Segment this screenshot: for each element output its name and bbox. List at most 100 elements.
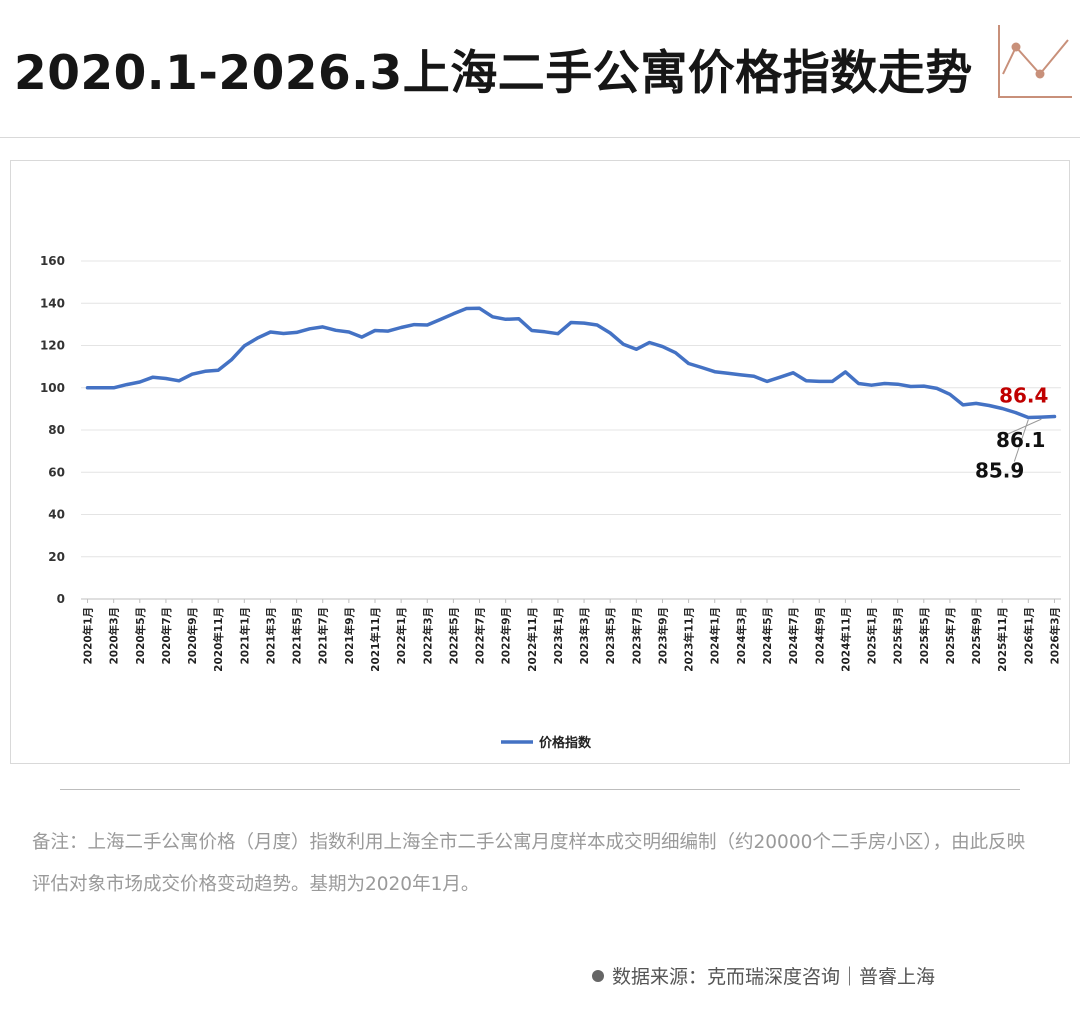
data-point — [687, 362, 690, 365]
x-tick-label: 2020年9月 — [186, 607, 199, 665]
x-tick-label: 2021年3月 — [264, 607, 277, 665]
x-tick-label: 2021年5月 — [291, 607, 304, 665]
data-point — [190, 373, 194, 376]
data-point — [86, 386, 89, 389]
x-tick-label: 2022年5月 — [447, 607, 460, 665]
chart-divider — [60, 789, 1020, 790]
data-point — [844, 370, 847, 374]
x-tick-label: 2021年9月 — [343, 607, 356, 665]
data-point — [386, 329, 390, 333]
x-tick-label: 2020年7月 — [160, 607, 173, 665]
x-tick-label: 2020年5月 — [134, 607, 147, 665]
data-point — [648, 341, 651, 344]
data-point — [595, 323, 599, 327]
data-point — [726, 371, 729, 375]
data-point — [347, 330, 351, 334]
data-point — [478, 307, 481, 310]
x-tick-label: 2024年7月 — [787, 607, 800, 665]
data-point — [112, 386, 115, 389]
y-tick-label: 80 — [48, 423, 65, 437]
data-point — [622, 343, 625, 346]
data-label: 86.1 — [996, 428, 1045, 452]
data-point — [948, 393, 952, 396]
y-tick-label: 140 — [40, 296, 65, 310]
data-point — [674, 351, 677, 354]
data-point — [700, 366, 703, 369]
data-point — [269, 330, 272, 334]
y-tick-label: 60 — [48, 465, 65, 479]
data-point — [791, 371, 795, 374]
x-tick-label: 2020年11月 — [212, 607, 225, 672]
chart-frame: 0 20 40 60 80 100 120 140 160 2020年1月 2020年3月 2020年… — [10, 160, 1070, 764]
data-point — [543, 330, 547, 333]
x-tick-label: 2022年1月 — [395, 607, 408, 665]
y-tick-label: 40 — [48, 508, 65, 522]
y-tick-label: 0 — [57, 592, 65, 606]
data-point — [334, 329, 337, 332]
x-tick-label: 2026年1月 — [1022, 607, 1035, 665]
data-point — [896, 382, 899, 386]
x-tick-label: 2021年11月 — [369, 607, 382, 672]
x-tick-label: 2023年7月 — [630, 607, 643, 665]
data-point — [961, 403, 965, 407]
data-point — [203, 370, 207, 373]
x-tick-label: 2024年5月 — [761, 607, 774, 665]
x-tick-label: 2021年7月 — [317, 607, 330, 665]
data-point — [230, 358, 233, 362]
data-label: 85.9 — [975, 459, 1024, 483]
data-point — [556, 332, 560, 335]
x-tick-label: 2023年11月 — [683, 607, 696, 672]
data-point — [321, 325, 324, 329]
data-point — [373, 329, 377, 332]
x-tick-label: 2025年5月 — [918, 607, 931, 665]
data-point — [517, 317, 520, 320]
data-point — [426, 323, 429, 327]
data-point — [308, 327, 311, 331]
data-point — [909, 385, 912, 388]
data-point — [465, 307, 468, 310]
x-tick-label: 2024年9月 — [813, 607, 826, 665]
x-tick-label: 2025年3月 — [892, 607, 905, 665]
x-tick-label: 2023年9月 — [656, 607, 669, 665]
y-tick-label: 20 — [48, 550, 65, 564]
data-point — [870, 384, 873, 387]
data-point — [99, 386, 102, 389]
x-tick-label: 2022年11月 — [526, 607, 539, 672]
data-point — [282, 332, 285, 335]
data-point — [922, 384, 925, 388]
y-tick-label: 120 — [40, 339, 65, 353]
data-point — [439, 318, 442, 321]
data-point — [661, 345, 664, 348]
data-point — [1014, 411, 1017, 414]
series-line — [85, 306, 1057, 420]
data-point — [295, 331, 298, 334]
data-point — [452, 312, 455, 316]
legend-label: 价格指数 — [539, 735, 592, 751]
data-point — [399, 326, 403, 329]
data-point — [765, 380, 769, 383]
y-tick-label: 100 — [40, 381, 65, 395]
data-label-latest: 86.4 — [999, 383, 1048, 407]
data-point — [831, 380, 834, 383]
data-point — [974, 402, 978, 405]
data-point — [177, 379, 181, 382]
x-tick-label: 2022年9月 — [500, 607, 513, 665]
data-point — [491, 315, 494, 318]
x-tick-label: 2025年9月 — [970, 607, 983, 665]
x-tick-label: 2023年3月 — [578, 607, 591, 665]
data-point — [125, 383, 128, 386]
data-point — [818, 380, 821, 383]
x-tick-label: 2021年1月 — [238, 607, 251, 665]
x-tick-label: 2023年5月 — [604, 607, 617, 665]
data-point — [1040, 415, 1043, 419]
data-point — [778, 375, 782, 379]
data-point — [635, 348, 638, 351]
x-tick-label: 2024年3月 — [735, 607, 748, 665]
x-tick-label: 2023年1月 — [552, 607, 565, 665]
footnote: 备注：上海二手公寓价格（月度）指数利用上海全市二手公寓月度样本成交明细编制（约2… — [32, 832, 1026, 895]
data-point — [582, 321, 586, 325]
x-tick-label: 2020年3月 — [108, 607, 121, 665]
x-tick-label: 2024年11月 — [839, 607, 852, 672]
data-point — [752, 375, 756, 378]
bullet-icon — [592, 970, 604, 982]
